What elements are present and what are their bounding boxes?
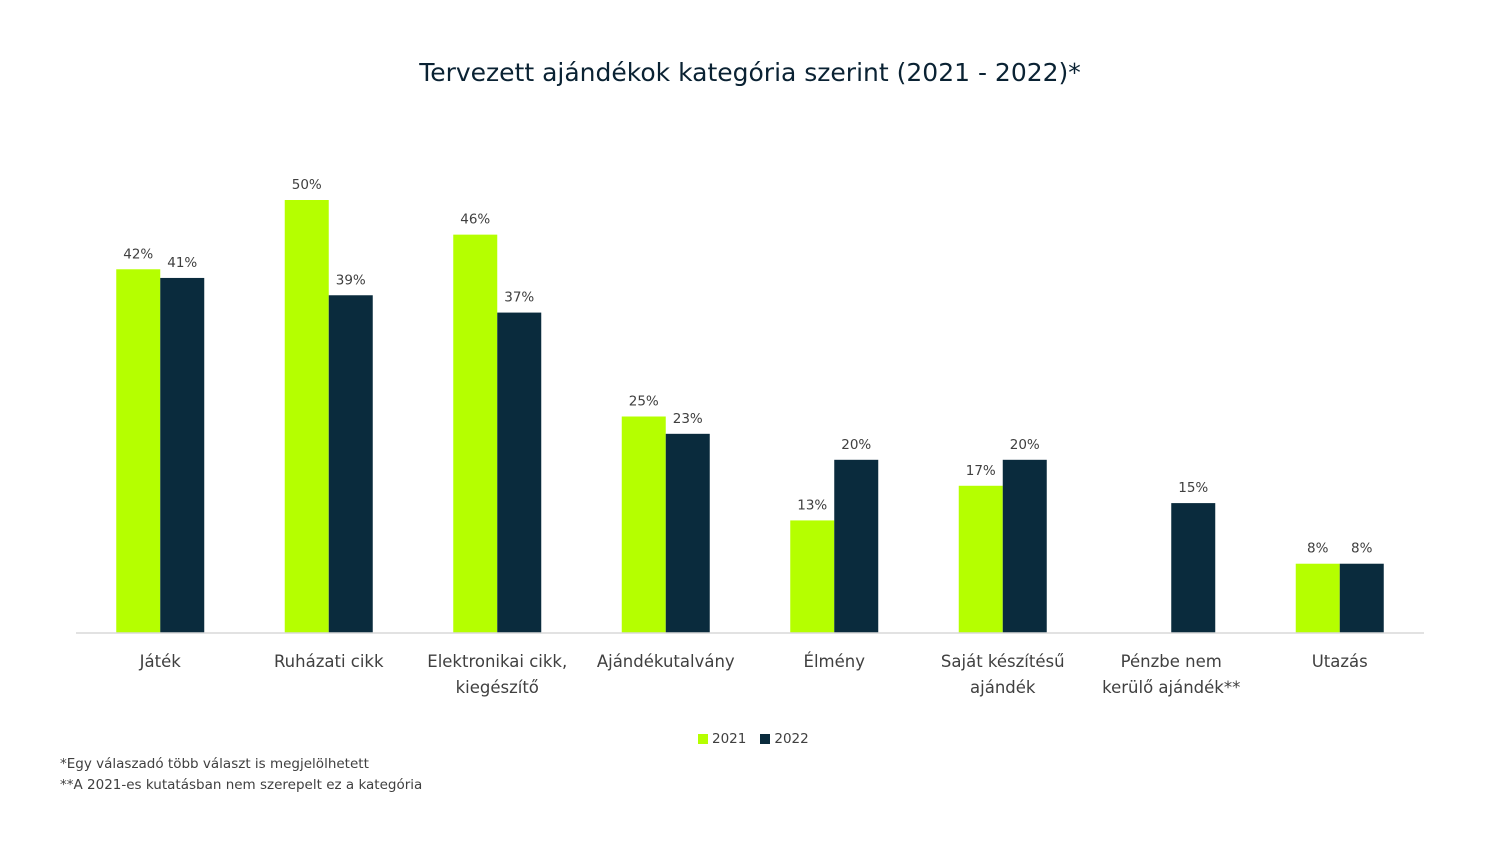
category-labels-group: Játék Ruházati cikk Elektronikai cikk, kieg… <box>139 652 1368 697</box>
data-label-2022-6: 15% <box>1178 480 1208 496</box>
bar-2022-1 <box>328 295 373 633</box>
bar-2021-7 <box>1295 563 1340 633</box>
data-label-2022-1: 39% <box>336 272 366 288</box>
chart-title: Tervezett ajándékok kategória szerint (2… <box>419 58 1081 87</box>
bar-2022-5 <box>1002 459 1047 633</box>
data-label-2021-2: 46% <box>460 212 490 228</box>
category-label-3: Ajándékutalvány <box>597 652 735 671</box>
data-label-2022-7: 8% <box>1351 541 1373 557</box>
bar-2021-4 <box>790 520 835 633</box>
data-label-2021-7: 8% <box>1307 541 1329 557</box>
bar-2021-3 <box>621 416 666 633</box>
bar-2022-6 <box>1171 503 1216 633</box>
legend: 2021 2022 <box>698 731 809 747</box>
bar-2021-5 <box>958 485 1003 633</box>
data-label-2021-3: 25% <box>629 394 659 410</box>
legend-swatch-2021 <box>698 734 708 744</box>
data-label-2022-4: 20% <box>841 437 871 453</box>
bars-group <box>116 200 1384 633</box>
category-label-4: Élmény <box>804 652 866 671</box>
data-label-2022-0: 41% <box>167 255 197 271</box>
bar-2022-0 <box>160 277 205 633</box>
footnote-1: *Egy válaszadó több választ is megjelölh… <box>60 756 369 772</box>
bar-2021-0 <box>116 269 161 633</box>
data-labels-group: 42% 41% 50% 39% 46% 37% 25% 23% 13% 20% 17% 20% 15% 8… <box>123 177 1372 557</box>
data-label-2021-1: 50% <box>292 177 322 193</box>
data-label-2021-4: 13% <box>797 497 827 513</box>
category-label-5: Saját készítésű <box>941 652 1065 671</box>
data-label-2022-3: 23% <box>673 411 703 427</box>
category-label-5-line2: ajándék <box>970 678 1036 697</box>
footnotes: *Egy válaszadó több választ is megjelölh… <box>60 754 422 796</box>
legend-item-2022: 2022 <box>760 731 809 747</box>
legend-swatch-2022 <box>760 734 771 744</box>
category-label-6-line2: kerülő ajándék** <box>1102 678 1240 697</box>
category-label-7: Utazás <box>1312 652 1368 671</box>
bar-2021-2 <box>453 234 498 633</box>
legend-label-2022: 2022 <box>774 731 809 747</box>
category-label-2: Elektronikai cikk, <box>427 652 567 671</box>
bar-2022-4 <box>834 459 879 633</box>
bar-2022-2 <box>497 312 542 633</box>
category-label-0: Játék <box>139 652 182 671</box>
bar-2021-1 <box>284 200 329 633</box>
legend-label-2021: 2021 <box>712 731 747 747</box>
category-label-6: Pénzbe nem <box>1121 652 1222 671</box>
data-label-2021-5: 17% <box>966 463 996 479</box>
category-label-1: Ruházati cikk <box>274 652 384 671</box>
footnote-2: **A 2021-es kutatásban nem szerepelt ez … <box>60 777 423 793</box>
data-label-2021-0: 42% <box>123 246 153 262</box>
bar-2022-7 <box>1339 563 1384 633</box>
bar-2022-3 <box>665 433 710 633</box>
data-label-2022-2: 37% <box>504 290 534 306</box>
category-label-2-line2: kiegészítő <box>456 678 539 697</box>
legend-item-2021: 2021 <box>698 731 746 747</box>
data-label-2022-5: 20% <box>1010 437 1040 453</box>
